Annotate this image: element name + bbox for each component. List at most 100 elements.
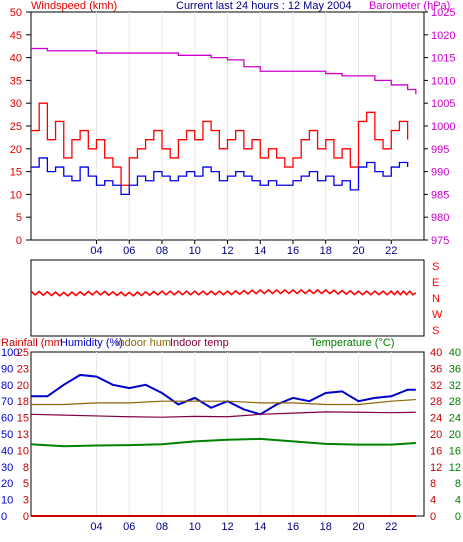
humidity-tick-60: 60 xyxy=(1,413,13,425)
hour-tick-22: 22 xyxy=(385,245,397,257)
rainfall-tick-8: 8 xyxy=(23,462,29,474)
windspeed-tick-45: 45 xyxy=(10,30,22,42)
windspeed-tick-20: 20 xyxy=(10,144,22,156)
humidity-tick-90: 90 xyxy=(1,363,13,375)
windspeed-tick-10: 10 xyxy=(10,189,22,201)
windspeed-tick-35: 35 xyxy=(10,75,22,87)
hour-tick-10: 10 xyxy=(189,245,201,257)
barometer-line xyxy=(31,47,417,95)
temperature-tick-20: 20 xyxy=(449,429,461,441)
barometer-tick-1000: 1000 xyxy=(431,121,455,133)
hour-tick-10: 10 xyxy=(189,521,201,533)
humidity-tick-70: 70 xyxy=(1,396,13,408)
hour-tick-18: 18 xyxy=(320,521,332,533)
hour-tick-20: 20 xyxy=(352,245,364,257)
barometer-tick-1005: 1005 xyxy=(431,98,455,110)
windspeed-axis-title: Windspeed (kmh) xyxy=(31,0,117,12)
indoor-temp-tick-24: 24 xyxy=(430,413,442,425)
hour-tick-08: 08 xyxy=(156,245,168,257)
indoor-temp-tick-12: 12 xyxy=(430,462,442,474)
temperature-tick-28: 28 xyxy=(449,396,461,408)
barometer-tick-1020: 1020 xyxy=(431,30,455,42)
hour-tick-04: 04 xyxy=(90,245,102,257)
barometer-tick-995: 995 xyxy=(431,144,449,156)
indoor-temperature-axis-ticks: 0 0 4 4 8 8 12 12 16 16 20 20 24 24 28 28 32 32 36 36 40 40 xyxy=(430,347,461,523)
humidity-tick-30: 30 xyxy=(1,462,13,474)
wind-baro-series xyxy=(31,47,417,196)
indoor-temp-tick-0: 0 xyxy=(430,511,436,523)
hour-tick-16: 16 xyxy=(287,245,299,257)
hour-tick-08: 08 xyxy=(156,521,168,533)
wind-direction-line xyxy=(30,288,417,297)
windspeed-tick-0: 0 xyxy=(16,235,22,247)
humidity-axis-title: Humidity (%) xyxy=(60,337,123,349)
wind-direction-plot-frame xyxy=(30,259,425,337)
indoor-temp-title: Indoor temp xyxy=(170,337,229,349)
barometer-tick-975: 975 xyxy=(431,235,449,247)
windspeed-gust-line xyxy=(31,102,409,186)
humidity-tick-80: 80 xyxy=(1,380,13,392)
temperature-tick-8: 8 xyxy=(455,478,461,490)
temperature-line xyxy=(30,437,416,448)
hour-tick-16: 16 xyxy=(287,521,299,533)
barometer-tick-1015: 1015 xyxy=(431,53,455,65)
rainfall-tick-3: 3 xyxy=(23,495,29,507)
direction-label-S-4: S xyxy=(432,325,439,337)
barometer-axis-ticks: 975 980 985 990 995 1000 1005 1010 1015 1020 1025 xyxy=(424,7,455,247)
barometer-tick-1010: 1010 xyxy=(431,75,455,87)
indoor-hum-line xyxy=(31,398,416,406)
wind-hour-ticks: 04 06 08 10 12 14 16 18 20 22 xyxy=(90,240,397,257)
windspeed-tick-40: 40 xyxy=(10,53,22,65)
humidity-tick-50: 50 xyxy=(1,429,13,441)
rainfall-tick-25: 25 xyxy=(17,347,29,359)
indoor-temp-tick-28: 28 xyxy=(430,396,442,408)
indoor-temp-line xyxy=(30,411,416,418)
temperature-tick-16: 16 xyxy=(449,445,461,457)
rainfall-tick-0: 0 xyxy=(23,511,29,523)
temperature-tick-32: 32 xyxy=(449,380,461,392)
barometer-tick-1025: 1025 xyxy=(431,7,455,19)
humidity-tick-100: 100 xyxy=(1,347,19,359)
hour-tick-14: 14 xyxy=(254,521,266,533)
hour-tick-18: 18 xyxy=(320,245,332,257)
humidity-tick-20: 20 xyxy=(1,478,13,490)
rainfall-tick-23: 23 xyxy=(17,363,29,375)
hour-tick-22: 22 xyxy=(385,521,397,533)
temperature-axis-title: Temperature (°C) xyxy=(310,337,394,349)
indoor-temp-tick-36: 36 xyxy=(430,363,442,375)
hour-tick-20: 20 xyxy=(352,521,364,533)
temperature-tick-36: 36 xyxy=(449,363,461,375)
wind-direction-series xyxy=(30,288,417,297)
chart-title: Current last 24 hours : 12 May 2004 xyxy=(176,0,351,12)
rainfall-tick-5: 5 xyxy=(23,478,29,490)
humidity-temp-gridlines xyxy=(96,352,392,516)
hour-tick-04: 04 xyxy=(90,521,102,533)
windspeed-tick-50: 50 xyxy=(10,7,22,19)
direction-label-S-0: S xyxy=(432,261,439,273)
temperature-tick-24: 24 xyxy=(449,413,461,425)
temperature-tick-12: 12 xyxy=(449,462,461,474)
windspeed-axis-ticks: 0 5 10 15 20 25 30 35 40 45 50 xyxy=(10,7,31,247)
windspeed-average-line xyxy=(31,157,409,196)
windspeed-tick-25: 25 xyxy=(10,121,22,133)
indoor-hum-title: indoor hum xyxy=(116,337,171,349)
barometer-tick-990: 990 xyxy=(431,167,449,179)
indoor-temp-tick-20: 20 xyxy=(430,429,442,441)
humidity-hour-ticks: 04 06 08 10 12 14 16 18 20 22 xyxy=(90,521,397,533)
rainfall-axis-title: Rainfall (mm xyxy=(1,337,63,349)
barometer-axis-title: Barometer (hPa) xyxy=(369,0,450,12)
indoor-temp-tick-8: 8 xyxy=(430,478,436,490)
direction-label-W-3: W xyxy=(432,309,443,321)
indoor-temp-tick-40: 40 xyxy=(430,347,442,359)
rainfall-tick-13: 13 xyxy=(17,429,29,441)
rainfall-tick-18: 18 xyxy=(17,396,29,408)
indoor-temp-tick-4: 4 xyxy=(430,495,436,507)
hour-tick-06: 06 xyxy=(123,245,135,257)
indoor-temp-tick-32: 32 xyxy=(430,380,442,392)
temperature-tick-40: 40 xyxy=(449,347,461,359)
hour-tick-12: 12 xyxy=(221,521,233,533)
temperature-tick-4: 4 xyxy=(455,495,461,507)
